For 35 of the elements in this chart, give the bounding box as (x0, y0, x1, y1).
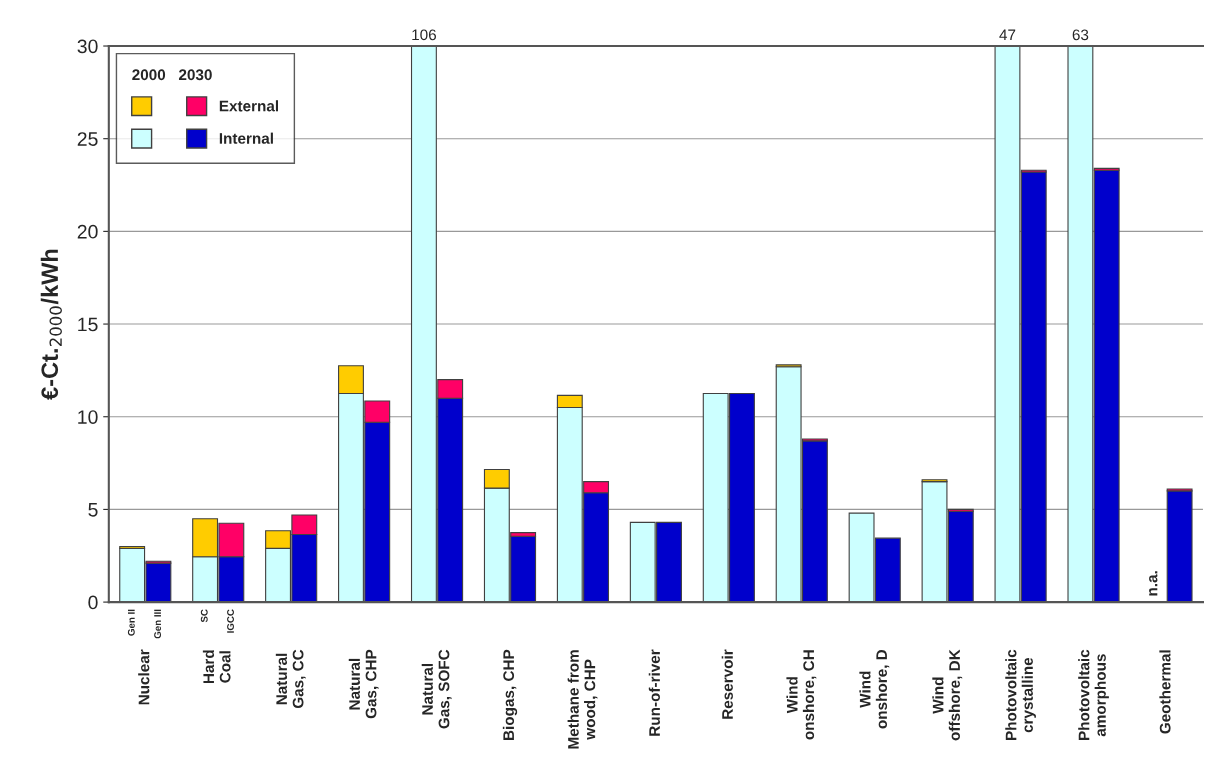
y-tick-label: 30 (77, 39, 98, 54)
x-tick-label: Photovoltaic amorphous (1078, 649, 1109, 740)
legend-title: 2000 2030 (132, 69, 212, 81)
y-tick-label: 25 (77, 132, 98, 146)
x-tick-label: Nuclear (138, 649, 150, 705)
x-tick-label: Biogas, CHP (502, 649, 518, 740)
y-tick-label: 20 (77, 224, 98, 239)
legend-label: External (219, 100, 279, 112)
x-tick-label: Photovoltaic crystalline (1005, 649, 1036, 740)
x-tick-label: Wind onshore, CH (786, 650, 817, 740)
x-tick-label: Wind offshore, DK (932, 649, 963, 741)
legend-label: Internal (219, 132, 273, 144)
y-tick-label: 0 (88, 595, 98, 610)
y-tick-label: 5 (88, 503, 98, 517)
data-label: 106 (412, 29, 436, 41)
x-tick-label: Hard Coal (202, 650, 231, 684)
annotation: Gen III (154, 609, 162, 639)
annotation: IGCC (227, 609, 234, 633)
data-label: 47 (999, 29, 1016, 41)
x-tick-label: Methane from wood, CHP (567, 650, 598, 749)
x-tick-label: Reservoir (721, 649, 733, 719)
annotation: SC (200, 609, 208, 623)
y-tick-label: 10 (78, 410, 98, 424)
x-tick-label: Wind onshore, D (859, 649, 890, 729)
y-tick-label: 15 (78, 317, 98, 332)
y-axis-title: €-Ct.$_{2000}$/kWh (40, 249, 62, 400)
x-tick-label: Natural Gas, CC (275, 649, 306, 709)
x-tick-label: Natural Gas, CHP (348, 649, 379, 719)
bar (1166, 490, 1193, 603)
text: n.a. (1149, 571, 1158, 596)
annotation: Gen II (127, 609, 135, 636)
x-tick-label: Run-of-river (648, 649, 660, 736)
x-tick-label: Geothermal (1159, 650, 1171, 734)
data-label: 63 (1072, 29, 1089, 41)
x-tick-label: Natural Gas, SOFC (421, 649, 452, 729)
